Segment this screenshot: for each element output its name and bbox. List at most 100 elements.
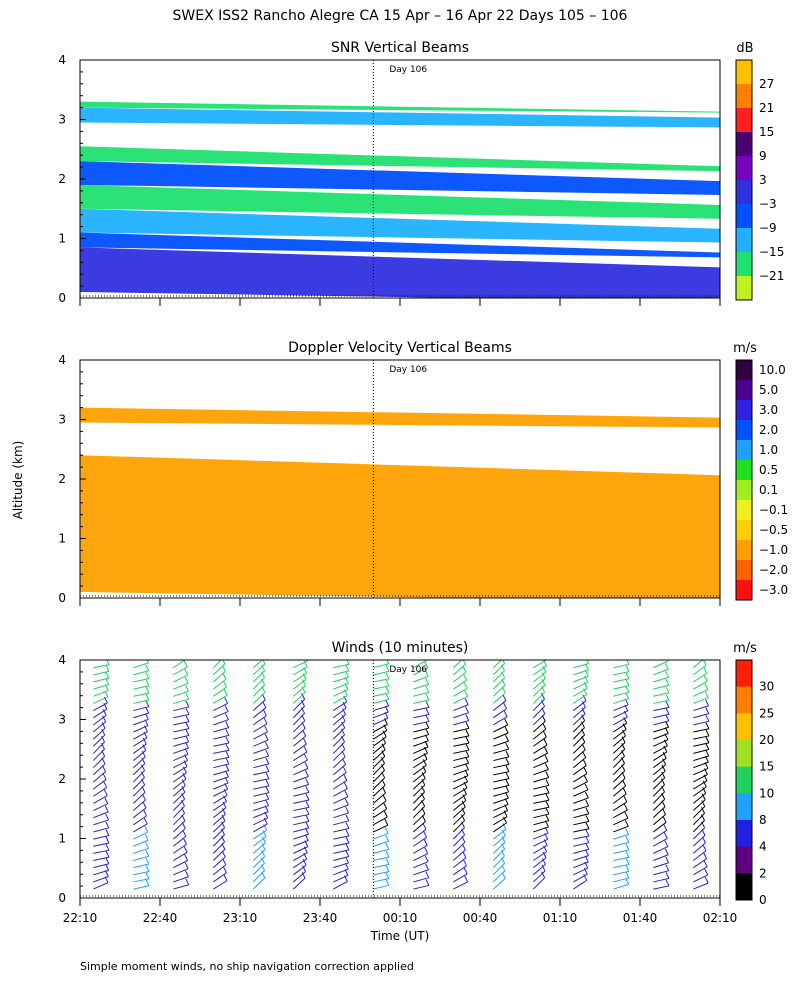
wind-barb: [293, 767, 309, 776]
wind-barb: [653, 885, 670, 890]
wind-barb: [373, 736, 387, 747]
wind-barb: [252, 691, 266, 704]
wind-barb: [333, 788, 348, 797]
wind-barb: [532, 713, 546, 726]
wind-barb: [492, 663, 505, 676]
wind-barb-flag: [221, 814, 226, 822]
wind-barb: [572, 734, 585, 747]
wind-barb-flag: [225, 770, 229, 778]
wind-barb-flag: [625, 878, 630, 885]
colorbar-label: 0.1: [759, 483, 778, 497]
wind-barb: [373, 730, 388, 740]
wind-barb-flag: [462, 787, 467, 795]
wind-barb-flag: [385, 835, 390, 842]
colorbar-label: 27: [759, 77, 774, 91]
wind-barb-flag: [302, 865, 306, 872]
wind-barb-flag: [663, 832, 668, 839]
wind-barb: [373, 670, 390, 676]
wind-barb-flag: [541, 672, 546, 679]
wind-barb-flag: [424, 855, 429, 862]
wind-barb: [693, 767, 709, 776]
wind-barb: [213, 678, 227, 690]
wind-barb-flag: [264, 725, 269, 733]
wind-barb-flag: [505, 779, 510, 786]
wind-barb: [373, 884, 389, 890]
wind-barb: [493, 756, 510, 762]
wind-barb: [613, 849, 630, 854]
wind-barb: [412, 798, 425, 811]
wind-barb: [413, 740, 429, 747]
colorbar-segment: [736, 420, 752, 441]
wind-barb-flag: [105, 821, 110, 829]
wind-barb: [572, 749, 586, 761]
wind-barb: [533, 799, 550, 804]
wind-barb: [133, 750, 147, 761]
wind-barb: [692, 799, 706, 811]
wind-barb: [373, 692, 390, 697]
wind-barb-flag: [422, 765, 427, 773]
wind-barb-flag: [543, 660, 547, 667]
wind-barb: [533, 752, 548, 761]
wind-barb-flag: [265, 779, 270, 787]
heatmap-band: [80, 101, 720, 113]
wind-barb: [372, 777, 386, 790]
wind-barb-flag: [463, 674, 468, 681]
wind-barb: [253, 829, 267, 840]
wind-barb: [173, 835, 187, 847]
colorbar-label: −1.0: [759, 543, 788, 557]
wind-barb: [453, 696, 468, 704]
wind-barb: [493, 724, 508, 733]
wind-barb: [493, 816, 508, 826]
y-tick-label: 0: [58, 891, 66, 905]
wind-barb-flag: [185, 729, 190, 736]
colorbar-label: −0.1: [759, 503, 788, 517]
wind-barb: [413, 758, 428, 769]
wind-barb-flag: [383, 802, 388, 810]
wind-barb-flag: [101, 728, 106, 736]
wind-barb-flag: [182, 772, 187, 780]
wind-barb-flag: [384, 827, 389, 834]
wind-barb: [213, 686, 227, 697]
wind-barb: [293, 660, 308, 669]
wind-barb: [612, 748, 626, 761]
wind-barb: [653, 821, 667, 833]
wind-barb: [293, 820, 310, 826]
wind-barb: [693, 850, 707, 861]
wind-barb: [493, 700, 507, 711]
wind-barb-flag: [302, 673, 307, 680]
wind-barb: [173, 851, 188, 861]
wind-barb: [173, 698, 189, 704]
doppler-panel: Doppler Velocity Vertical Beams 0 1 2 3 4 Day…: [58, 340, 788, 606]
wind-barb-flag: [225, 713, 229, 720]
day-marker-label: Day 106: [389, 365, 427, 375]
wind-barb: [653, 720, 669, 726]
wind-barb: [413, 877, 429, 883]
wind-barb-flag: [385, 872, 390, 879]
wind-barb-flag: [105, 829, 110, 836]
wind-barb: [133, 807, 147, 819]
wind-barb-flag: [105, 671, 110, 679]
wind-barb: [453, 679, 467, 690]
wind-barb-flag: [505, 765, 510, 772]
doppler-bands: [80, 407, 720, 598]
wind-barb: [253, 792, 270, 797]
wind-barb-flag: [141, 764, 145, 771]
wind-barb: [533, 784, 549, 790]
wind-barb: [93, 714, 107, 726]
wind-barb: [293, 799, 310, 804]
wind-barb: [413, 699, 430, 704]
wind-barb: [172, 805, 185, 819]
wind-barb: [693, 749, 709, 754]
wind-barb-flag: [662, 751, 667, 759]
wind-barb-flag: [584, 783, 589, 791]
wind-barb-flag: [621, 743, 626, 750]
wind-barb-flag: [262, 830, 267, 837]
wind-barb-flag: [143, 817, 148, 825]
wind-barb-flag: [345, 806, 350, 814]
wind-barb: [252, 855, 265, 869]
wind-barb-flag: [425, 693, 430, 701]
wind-barb-flag: [185, 735, 190, 743]
wind-barb: [333, 772, 347, 783]
wind-barb: [253, 842, 266, 854]
wind-barb: [413, 884, 430, 890]
